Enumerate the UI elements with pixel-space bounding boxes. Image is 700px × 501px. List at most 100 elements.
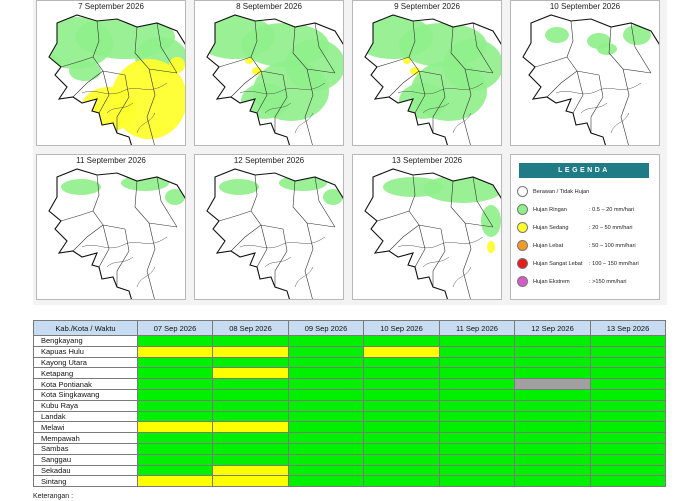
table-row: Kapuas Hulu [33, 345, 666, 358]
province-border [48, 168, 185, 299]
district-border [72, 70, 104, 98]
region-name-cell: Sekadau [33, 464, 138, 477]
map-card: 9 September 2026 [352, 0, 502, 146]
forecast-cell [590, 356, 666, 369]
forecast-cell [363, 367, 440, 380]
forecast-cell [288, 378, 364, 390]
table-header-date: 11 Sep 2026 [439, 320, 515, 336]
forecast-cell [288, 421, 364, 434]
rain-map [48, 14, 185, 145]
map-date-title: 7 September 2026 [37, 1, 185, 13]
forecast-cell [514, 378, 591, 390]
rain-zone-ringan [597, 43, 617, 55]
forecast-cell [288, 399, 364, 412]
river-line [136, 112, 156, 134]
map-date-title: 10 September 2026 [511, 1, 659, 13]
table-row: Melawi [33, 421, 666, 434]
forecast-cell [514, 345, 591, 358]
province-border [522, 14, 659, 145]
forecast-cell [288, 388, 364, 401]
forecast-cell [212, 453, 289, 466]
forecast-cell [439, 345, 515, 358]
table-header-row: Kab./Kota / Waktu 07 Sep 2026 08 Sep 202… [33, 320, 666, 336]
table-body: Bengkayang Kapuas Hulu Kayong Utara Ketapan… [33, 335, 666, 488]
table-row: Mempawah [33, 432, 666, 444]
district-border [572, 70, 584, 114]
region-name-cell: Kota Pontianak [33, 378, 138, 390]
forecast-cell [363, 432, 440, 444]
district-border [462, 222, 472, 299]
forecast-cell [363, 356, 440, 369]
forecast-cell [514, 367, 591, 380]
forecast-cell [137, 453, 213, 466]
district-border [60, 210, 94, 222]
district-border [376, 210, 410, 222]
forecast-cell [212, 399, 289, 412]
region-name-cell: Bengkayang [33, 335, 138, 347]
forecast-cell [288, 367, 364, 380]
forecast-cell [590, 421, 666, 434]
forecast-cell [514, 442, 591, 455]
forecast-cell [212, 335, 289, 347]
region-name-cell: Kubu Raya [33, 399, 138, 412]
legend-item-hujan-sangat-lebat: Hujan Sangat Lebat : 100 – 150 mm/hari [517, 257, 659, 271]
forecast-cell [363, 378, 440, 390]
district-border [116, 74, 130, 133]
forecast-table: Kab./Kota / Waktu 07 Sep 2026 08 Sep 202… [33, 320, 666, 488]
region-name-cell: Kayong Utara [33, 356, 138, 369]
forecast-cell [212, 442, 289, 455]
province-border [48, 14, 185, 145]
legend-range: : 100 – 150 mm/hari [589, 261, 639, 267]
rain-map [364, 14, 501, 145]
land-area [49, 169, 185, 299]
table-header-date: 07 Sep 2026 [137, 320, 213, 336]
table-header-date: 10 Sep 2026 [363, 320, 440, 336]
forecast-cell [514, 335, 591, 347]
forecast-cell [363, 335, 440, 347]
forecast-cell [439, 432, 515, 444]
footnote-label: Keterangan : [33, 493, 74, 500]
forecast-cell [288, 356, 364, 369]
rain-map [522, 14, 659, 145]
table-header-date: 12 Sep 2026 [514, 320, 591, 336]
forecast-cell [439, 453, 515, 466]
legend-item-hujan-sedang: Hujan Sedang : 20 – 50 mm/hari [517, 221, 659, 235]
legend-label: Berawan / Tidak Hujan [533, 189, 590, 195]
forecast-cell [514, 475, 591, 488]
forecast-cell [514, 399, 591, 412]
district-border [314, 176, 336, 228]
district-border [60, 56, 94, 68]
district-border [134, 26, 178, 74]
table-header-date: 09 Sep 2026 [288, 320, 364, 336]
region-name-cell: Kapuas Hulu [33, 345, 138, 358]
district-border [292, 180, 336, 228]
table-row: Kota Singkawang [33, 388, 666, 401]
river-line [239, 236, 326, 249]
forecast-cell [590, 442, 666, 455]
forecast-cell [137, 399, 213, 412]
forecast-cell [363, 475, 440, 488]
rain-zone-ringan [623, 25, 651, 45]
land-area [207, 169, 343, 299]
table-row: Bengkayang [33, 335, 666, 347]
forecast-cell [514, 453, 591, 466]
rain-zone-ringan [423, 175, 501, 203]
district-border [304, 222, 314, 299]
district-border [72, 224, 104, 252]
forecast-cell [439, 367, 515, 380]
map-date-title: 9 September 2026 [353, 1, 501, 13]
forecast-cell [212, 345, 289, 358]
forecast-cell [212, 378, 289, 390]
forecast-cell [288, 464, 364, 477]
district-border [450, 26, 494, 74]
district-border [630, 22, 652, 74]
forecast-cell [137, 432, 213, 444]
forecast-cell [590, 345, 666, 358]
forecast-cell [514, 410, 591, 423]
district-border [134, 180, 178, 228]
forecast-cell [212, 410, 289, 423]
forecast-cell [137, 464, 213, 477]
forecast-cell [288, 453, 364, 466]
forecast-cell [590, 410, 666, 423]
legend-range: : 50 – 100 mm/hari [589, 243, 636, 249]
